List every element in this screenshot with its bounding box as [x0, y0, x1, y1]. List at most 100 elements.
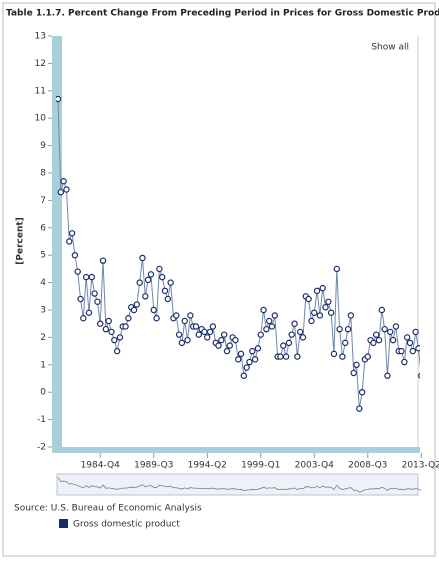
- point: [122, 323, 129, 330]
- point: [299, 334, 307, 341]
- point: [82, 273, 90, 281]
- y-tick-label: 7: [40, 196, 46, 206]
- point: [181, 317, 188, 325]
- x-tick-label: 2008-Q3: [348, 461, 387, 471]
- point: [215, 342, 222, 349]
- x-tick-label: 1989-Q3: [134, 461, 173, 471]
- point: [415, 345, 420, 352]
- point: [105, 317, 112, 325]
- y-tick-label: 4: [40, 278, 46, 288]
- plot: [56, 95, 420, 412]
- point: [220, 331, 228, 338]
- point: [158, 273, 166, 281]
- point: [161, 287, 169, 295]
- point: [136, 279, 143, 286]
- y-tick-label: 6: [40, 223, 46, 233]
- point: [74, 268, 81, 275]
- point: [77, 295, 84, 303]
- point: [201, 328, 208, 336]
- point: [88, 273, 95, 281]
- point: [370, 339, 377, 347]
- point: [85, 309, 93, 316]
- point: [387, 328, 394, 336]
- point: [204, 334, 211, 341]
- point: [97, 320, 104, 327]
- point: [102, 325, 110, 333]
- frame: [2, 2, 436, 557]
- y-tick-label: 2: [40, 333, 46, 343]
- y-tick-label: 10: [35, 114, 47, 124]
- point: [333, 265, 340, 273]
- y-tick-label: 12: [35, 59, 46, 69]
- y-tick-label: 9: [40, 141, 46, 151]
- point: [133, 301, 141, 308]
- x-tick-label: 1994-Q2: [188, 461, 227, 471]
- point: [375, 336, 383, 344]
- point: [336, 325, 343, 333]
- point: [251, 356, 259, 363]
- chart-title: Table 1.1.7. Percent Change From Precedi…: [6, 9, 439, 19]
- point: [342, 339, 349, 347]
- point: [325, 298, 332, 305]
- point: [282, 353, 290, 360]
- point: [226, 342, 233, 349]
- point: [246, 358, 253, 366]
- point: [294, 353, 301, 360]
- point: [184, 336, 191, 344]
- point: [235, 356, 242, 363]
- point: [412, 328, 419, 336]
- point: [125, 315, 132, 322]
- point: [401, 358, 408, 366]
- y-axis-label: [Percent]: [16, 217, 26, 265]
- point: [116, 334, 124, 341]
- point: [91, 290, 98, 297]
- point: [378, 306, 386, 314]
- y-tick-label: 0: [40, 388, 46, 398]
- point: [347, 312, 355, 319]
- point: [398, 347, 405, 355]
- point: [218, 336, 225, 344]
- x-axis-band: [52, 447, 420, 453]
- point: [296, 328, 304, 336]
- point: [308, 317, 315, 325]
- point: [322, 304, 329, 311]
- navigator: [56, 473, 419, 496]
- point: [339, 353, 346, 360]
- point: [192, 323, 200, 330]
- point: [60, 178, 67, 185]
- source: Source: U.S. Bureau of Economic Analysis: [14, 504, 202, 514]
- point: [240, 372, 248, 379]
- point: [232, 336, 239, 344]
- point: [56, 95, 62, 103]
- point: [288, 331, 295, 338]
- point: [418, 372, 420, 379]
- navigator-line: [57, 476, 422, 493]
- y-tick-label: -2: [37, 443, 46, 453]
- point: [305, 295, 312, 303]
- point: [223, 347, 231, 355]
- point: [266, 317, 273, 325]
- point: [130, 306, 138, 314]
- point: [195, 331, 202, 338]
- point: [344, 325, 352, 333]
- x-tick-label: 1999-Q1: [241, 461, 280, 471]
- point: [327, 309, 335, 316]
- point: [66, 238, 73, 245]
- point: [167, 279, 174, 286]
- show-all-button[interactable]: [372, 40, 414, 54]
- point: [254, 345, 262, 352]
- point: [280, 342, 287, 349]
- point: [80, 315, 87, 322]
- point: [156, 265, 163, 273]
- show-all-label[interactable]: Show all: [371, 43, 409, 53]
- point: [99, 257, 107, 264]
- point: [353, 361, 360, 368]
- point: [249, 347, 256, 355]
- x-tick-label: 2003-Q4: [295, 461, 335, 471]
- point: [277, 353, 284, 360]
- point: [392, 323, 400, 330]
- point: [57, 188, 65, 196]
- point: [356, 405, 363, 412]
